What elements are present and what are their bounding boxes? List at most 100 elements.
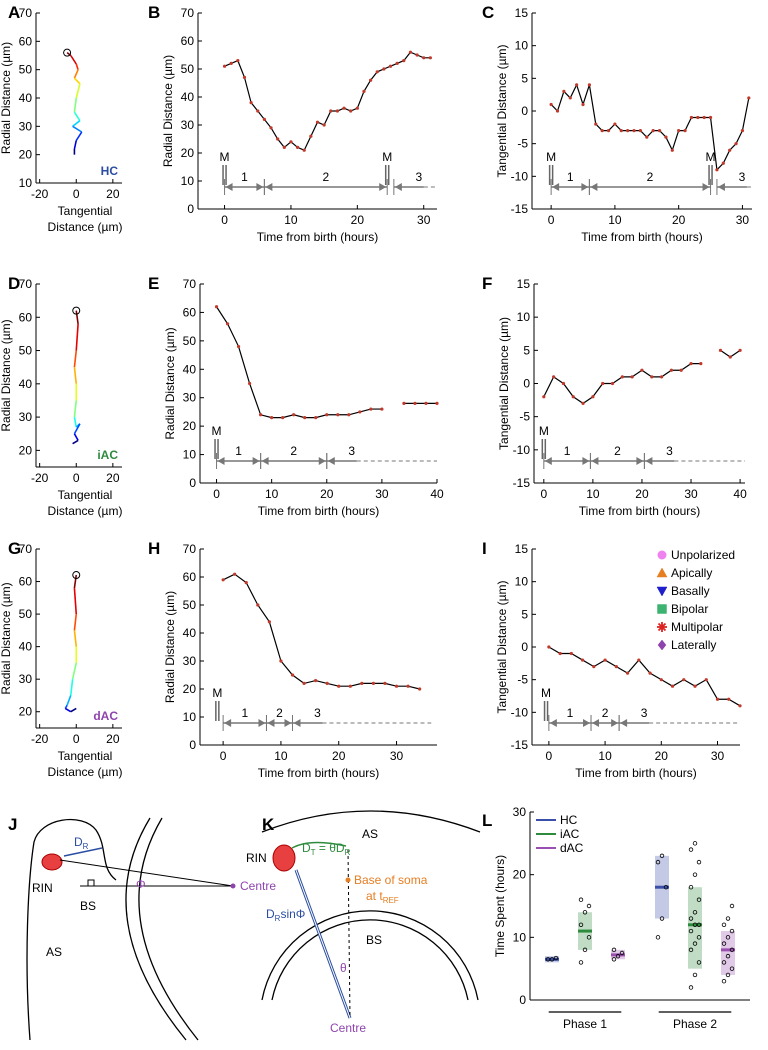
trajectory-segment: [70, 55, 77, 65]
y-tick-label: 20: [19, 705, 33, 719]
point: [715, 168, 719, 172]
point: [688, 847, 694, 852]
x-tick-label: 20: [635, 487, 649, 501]
trajectory-segment: [69, 679, 74, 696]
x-tick-label: 20: [351, 213, 365, 227]
point: [688, 928, 694, 934]
y-tick-label: 10: [181, 174, 195, 188]
y-tick-label: 60: [19, 575, 33, 589]
y-tick-label: 50: [19, 63, 33, 77]
trajectory-segment: [73, 97, 78, 113]
x-axis-label: Distance (µm): [48, 504, 123, 518]
point: [369, 407, 373, 411]
point: [249, 101, 253, 105]
point: [325, 413, 329, 417]
phase-label: 3: [416, 170, 423, 184]
point: [632, 129, 636, 133]
x-tick-label: -20: [31, 732, 49, 746]
legend-label: dAC: [560, 841, 584, 855]
x-tick-label: 20: [332, 749, 346, 763]
point: [256, 603, 260, 607]
point: [236, 59, 240, 63]
y-axis-label: Tangential Distance (µm): [495, 581, 509, 714]
arrow-head: [327, 457, 335, 465]
y-tick-label: -5: [517, 137, 528, 151]
point: [402, 59, 406, 63]
arrow-head: [394, 183, 402, 191]
point: [295, 145, 300, 149]
drsin-label: DRsinΦ: [266, 907, 305, 923]
panel-letter: L: [482, 811, 492, 830]
point: [679, 368, 683, 372]
x-tick-label: 20: [106, 732, 120, 746]
point: [569, 651, 573, 656]
point: [692, 872, 698, 877]
y-tick-label: 70: [183, 542, 197, 556]
panel-letter: D: [8, 274, 20, 293]
point: [702, 115, 706, 120]
dt-curve: [291, 841, 347, 849]
trajectory-segment: [72, 439, 79, 445]
panel-letter: H: [148, 539, 160, 558]
point: [222, 64, 227, 68]
point: [692, 972, 698, 978]
point: [380, 407, 384, 411]
point: [358, 410, 362, 414]
legend-marker: [657, 550, 667, 560]
point: [362, 89, 366, 93]
y-tick-label: 0: [189, 738, 196, 752]
point: [625, 671, 630, 675]
point: [619, 950, 625, 956]
arc: [271, 919, 469, 1001]
point: [422, 56, 426, 60]
rin: RIN: [246, 851, 267, 865]
y-tick-label: 15: [515, 542, 529, 556]
phase-label: 1: [235, 444, 242, 458]
point: [394, 684, 399, 688]
legend-marker: [657, 604, 667, 614]
point: [561, 381, 566, 386]
point: [721, 960, 727, 965]
arrow-head: [592, 719, 619, 727]
x-tick-label: 10: [265, 487, 279, 501]
point: [614, 665, 618, 669]
trajectory-segment: [73, 416, 78, 428]
panel-letter: C: [482, 3, 494, 22]
point: [688, 916, 694, 921]
arc: [138, 817, 199, 1041]
point: [630, 375, 634, 379]
point: [256, 109, 260, 113]
arrow-head: [261, 457, 326, 465]
x-tick-label: 30: [711, 749, 725, 763]
x-axis-label: Tangential: [58, 749, 113, 763]
point: [225, 322, 230, 326]
point: [696, 897, 702, 902]
x-axis-label: Time from birth (hours): [579, 504, 701, 518]
x-tick-label: Phase 2: [673, 1017, 717, 1031]
mitosis-label: M: [541, 686, 551, 700]
trajectory-segment: [75, 131, 83, 141]
point: [696, 922, 702, 927]
arrow-head: [620, 719, 628, 727]
point: [406, 684, 410, 688]
point: [610, 381, 615, 386]
point: [545, 957, 551, 962]
x-tick-label: 20: [106, 187, 120, 201]
x-axis-label: Tangential: [58, 204, 113, 218]
point: [413, 401, 417, 405]
point: [236, 344, 241, 349]
x-tick-label: 20: [320, 487, 334, 501]
trajectory-segment: [73, 587, 78, 615]
point: [248, 381, 252, 386]
x-tick-label: 40: [430, 487, 444, 501]
point: [659, 853, 665, 859]
chart: 0 10 20 30 Time Spent (hours) Phase 1 Phase 2 H…: [493, 805, 750, 1031]
phase-label: 3: [666, 444, 673, 458]
point: [638, 129, 643, 133]
panel-letter: J: [8, 815, 17, 834]
point: [601, 381, 605, 386]
mitosis-label: M: [539, 424, 549, 438]
legend-label: Bipolar: [671, 602, 708, 616]
y-axis-label: Radial Distance (µm): [0, 319, 13, 431]
point: [689, 362, 693, 366]
